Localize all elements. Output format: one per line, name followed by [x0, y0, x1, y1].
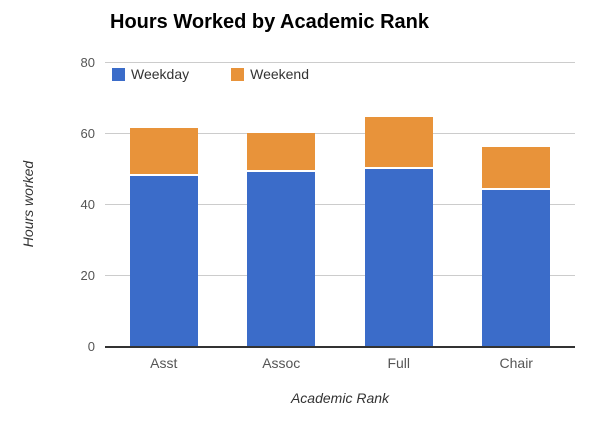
legend-label-weekend: Weekend: [250, 66, 310, 82]
bar-segment-chair-weekend: [482, 147, 551, 188]
segment-divider: [129, 173, 198, 176]
y-tick-label-40: 40: [80, 197, 95, 212]
bar-segment-asst-weekend: [129, 127, 198, 174]
legend-swatch-weekday: [112, 67, 125, 81]
x-tick-label-full: Full: [387, 355, 411, 371]
gridline-40: [105, 203, 575, 205]
y-tick-label-80: 80: [80, 55, 95, 70]
gridline-20: [105, 274, 575, 276]
legend-item-weekday: Weekday: [112, 66, 189, 82]
bar-assoc: [247, 133, 316, 346]
bar-segment-assoc-weekend: [247, 133, 316, 171]
gridline-80: [105, 61, 575, 63]
bar-segment-assoc-weekday: [247, 172, 316, 346]
segment-divider: [482, 187, 551, 190]
y-tick-label-60: 60: [80, 126, 95, 141]
plot-area: Weekday Weekend: [105, 61, 575, 348]
legend-swatch-weekend: [231, 67, 245, 81]
y-tick-label-20: 20: [80, 268, 95, 283]
bar-segment-asst-weekday: [129, 175, 198, 346]
bar-full: [364, 117, 433, 346]
y-tick-label-0: 0: [87, 339, 95, 354]
bar-chair: [482, 147, 551, 346]
x-axis-title: Academic Rank: [290, 390, 390, 406]
bar-asst: [129, 127, 198, 346]
bar-segment-chair-weekday: [482, 189, 551, 346]
bar-segment-full-weekend: [364, 117, 433, 167]
x-tick-label-chair: Chair: [499, 355, 533, 371]
chart-title: Hours Worked by Academic Rank: [110, 11, 429, 33]
gridline-60: [105, 132, 575, 134]
x-tick-label-asst: Asst: [150, 355, 178, 371]
legend: Weekday Weekend: [112, 66, 309, 82]
segment-divider: [247, 170, 316, 173]
y-axis-title: Hours worked: [20, 160, 36, 248]
bar-segment-full-weekday: [364, 168, 433, 346]
segment-divider: [364, 166, 433, 169]
legend-label-weekday: Weekday: [131, 66, 190, 82]
x-tick-label-assoc: Assoc: [262, 355, 301, 371]
legend-item-weekend: Weekend: [231, 66, 309, 82]
